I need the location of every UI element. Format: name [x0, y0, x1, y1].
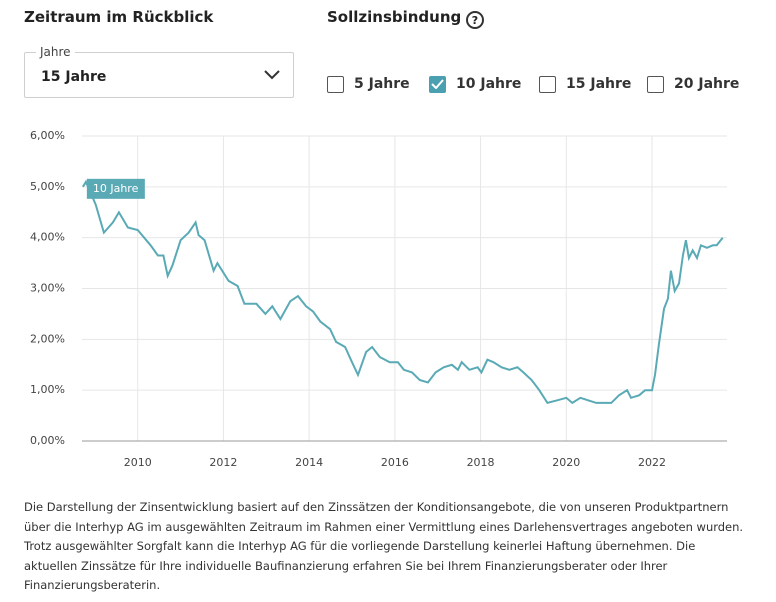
y-tick-label: 2,00%	[30, 332, 65, 345]
checkbox[interactable]	[327, 75, 344, 93]
y-tick-label: 5,00%	[30, 180, 65, 193]
checkbox[interactable]	[429, 75, 446, 93]
x-tick-label: 2014	[295, 456, 323, 469]
series-tag	[86, 178, 145, 199]
disclaimer: Die Darstellung der Zinsentwicklung basi…	[24, 500, 744, 592]
checkbox-label: 15 Jahre	[566, 76, 632, 92]
checkbox-label: 10 Jahre	[456, 76, 522, 92]
line	[82, 179, 724, 405]
checkbox[interactable]	[539, 75, 556, 93]
checkbox-option[interactable]: 15 Jahre	[539, 74, 631, 94]
x-tick-label: 2018	[467, 456, 495, 469]
x-tick-label: 2020	[552, 456, 580, 469]
y-tick-label: 0,00%	[30, 434, 65, 447]
help-icon[interactable]: ?	[466, 11, 484, 29]
checkmark	[431, 79, 444, 89]
period-title: Zeitraum im Rückblick	[24, 8, 214, 26]
chart: 2010 2012 2014 2016 2018 2020 2022 0,00% 1,00% 2,…	[30, 129, 727, 469]
x-tick-label: 2012	[209, 456, 237, 469]
checkbox-option[interactable]: 5 Jahre	[327, 74, 410, 94]
select-label: Jahre	[36, 45, 75, 59]
x-tick-label: 2016	[381, 456, 409, 469]
period-select[interactable]: 15 Jahre	[24, 52, 294, 98]
x-tick-label: 2022	[638, 456, 666, 469]
y-tick-label: 1,00%	[30, 383, 65, 396]
checkbox[interactable]	[647, 75, 664, 93]
checkbox-label: 20 Jahre	[674, 76, 740, 92]
checkbox-option[interactable]: 10 Jahre	[429, 74, 521, 94]
select-value: 15 Jahre	[41, 69, 107, 85]
binding-title: Sollzinsbindung	[327, 8, 462, 26]
x-tick-label: 2010	[124, 456, 152, 469]
y-tick-label: 6,00%	[30, 129, 65, 142]
chevron	[264, 70, 280, 80]
y-tick-label: 3,00%	[30, 282, 65, 295]
checkbox-option[interactable]: 20 Jahre	[647, 74, 739, 94]
y-tick-label: 4,00%	[30, 231, 65, 244]
series-tag-label: 10 Jahre	[93, 182, 139, 195]
checkbox-label: 5 Jahre	[354, 76, 410, 92]
